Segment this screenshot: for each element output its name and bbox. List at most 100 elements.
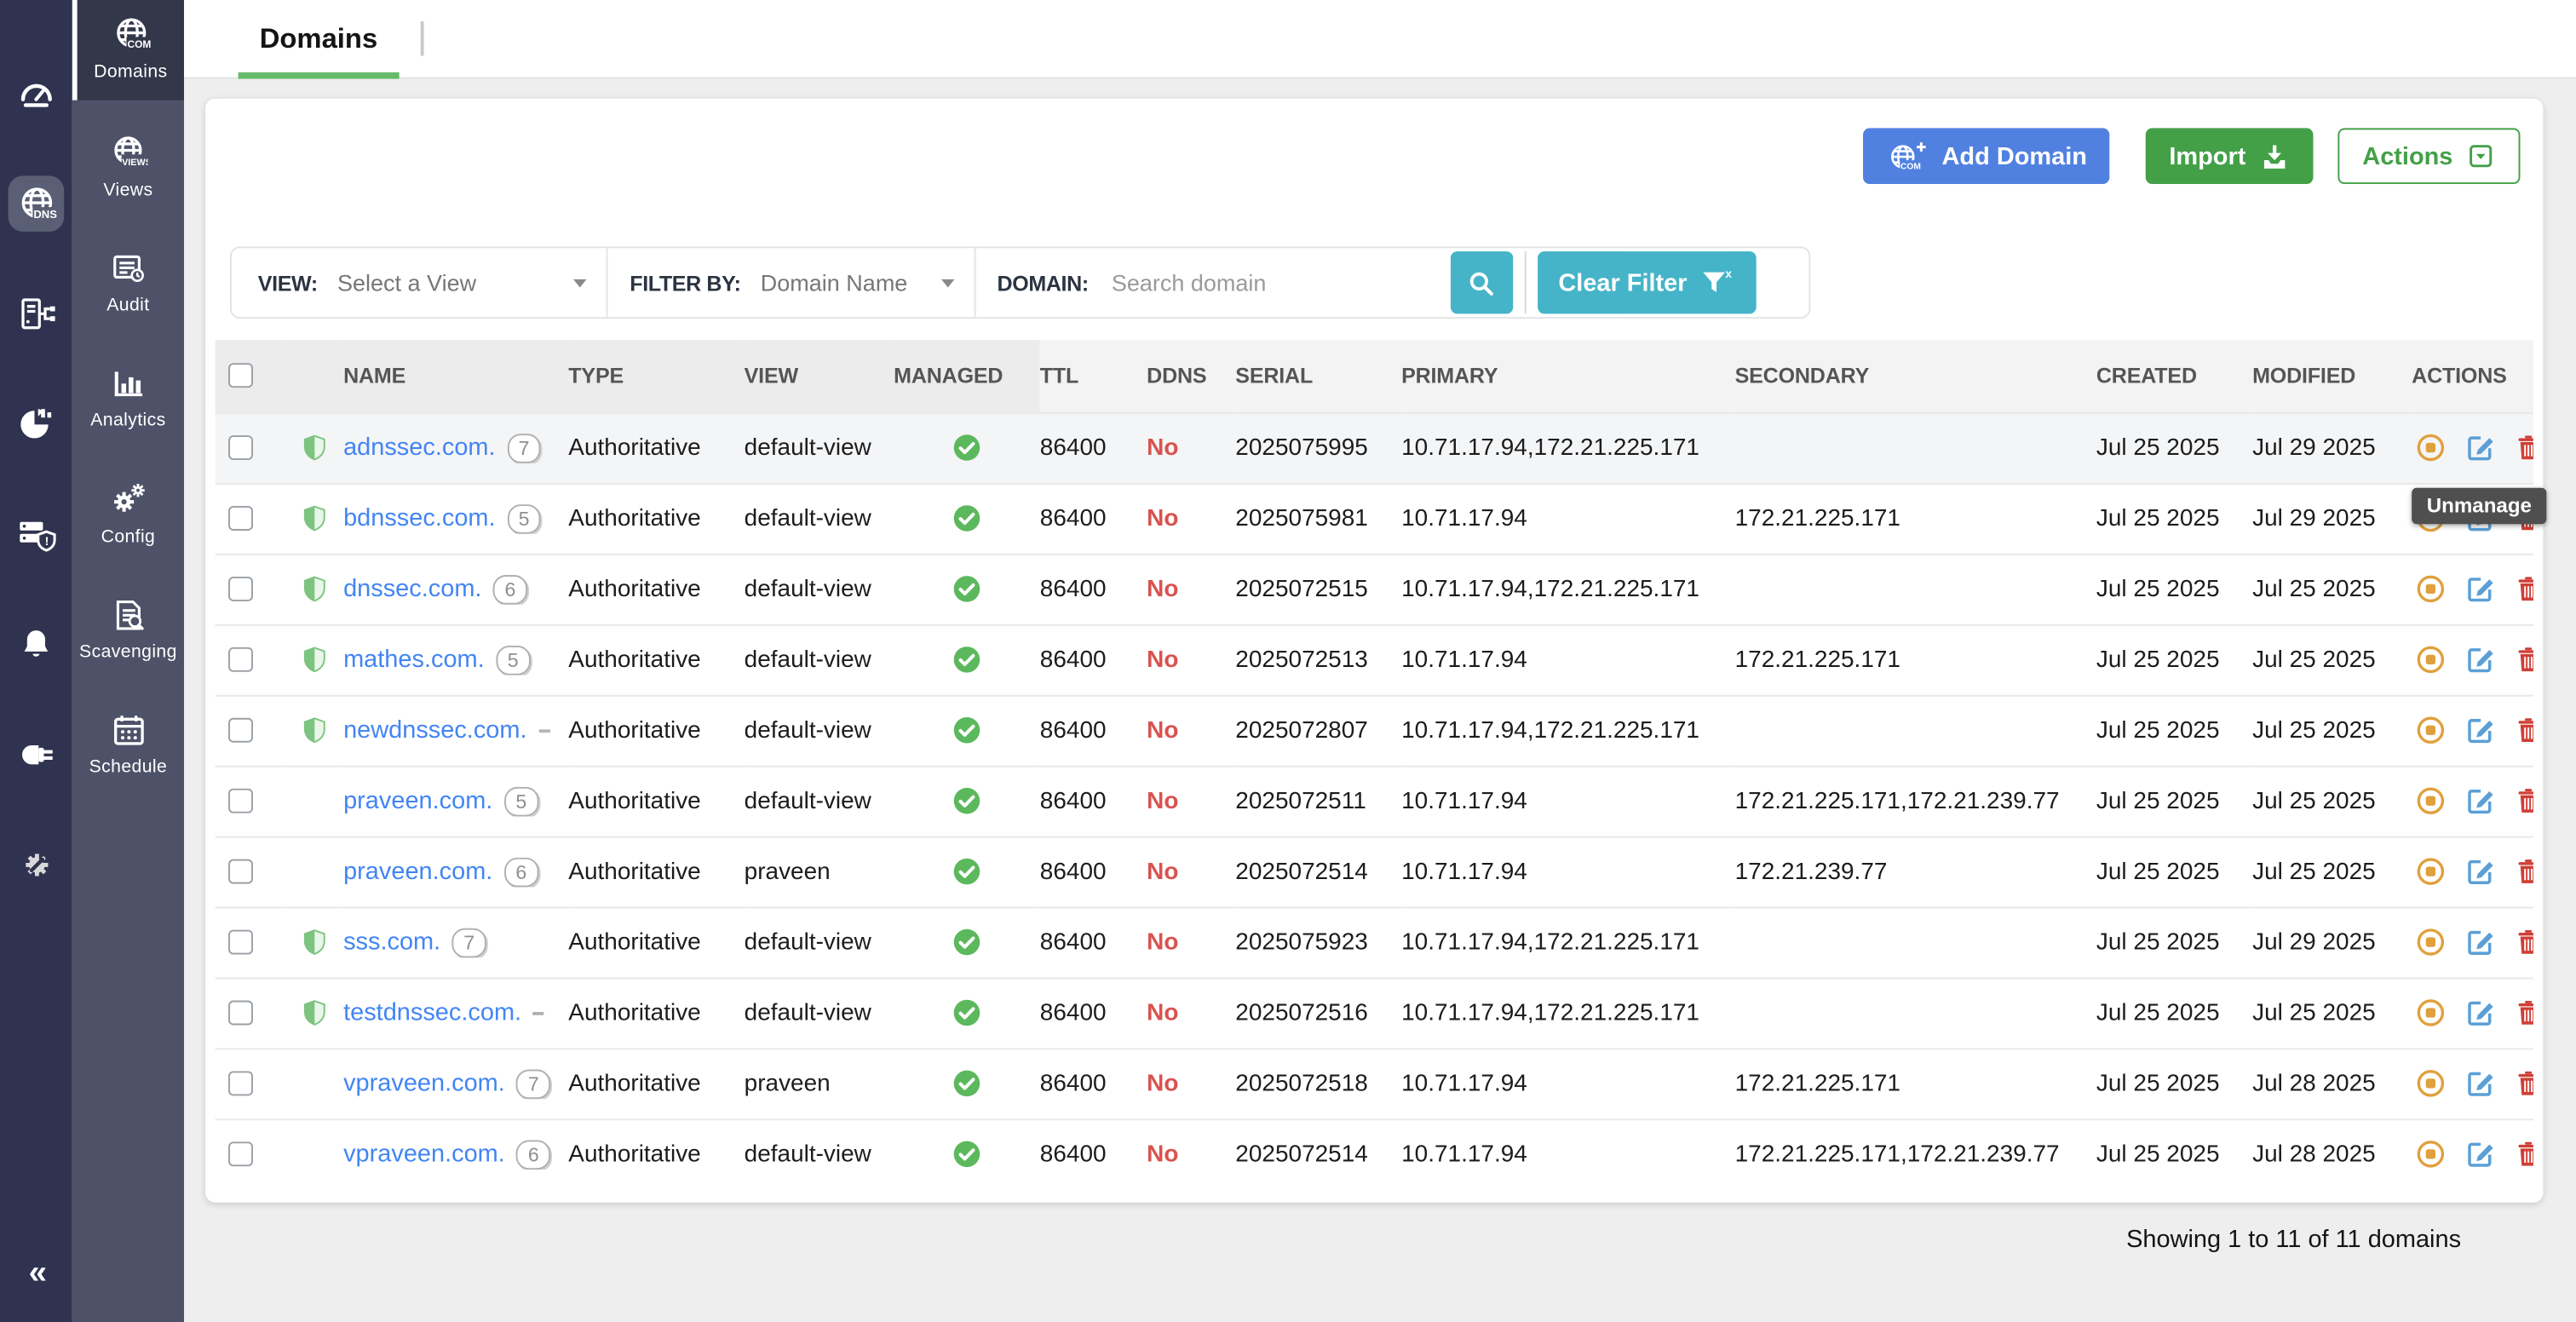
domain-name-cell: praveen.com. 5 xyxy=(343,764,569,836)
type-cell: Authoritative xyxy=(568,976,745,1049)
column-header-type[interactable]: TYPE xyxy=(568,340,745,413)
sidebar-item-config[interactable]: Config xyxy=(72,465,184,564)
column-header-ddns[interactable]: DDNS xyxy=(1147,340,1236,413)
primary-cell: 10.71.17.94,172.21.225.171 xyxy=(1401,552,1735,624)
sidebar-item-domains[interactable]: COM Domains xyxy=(72,0,185,101)
actions-button[interactable]: Actions xyxy=(2337,128,2521,185)
edit-button[interactable] xyxy=(2464,1139,2496,1170)
unmanage-button[interactable] xyxy=(2415,1139,2447,1170)
modified-cell: Jul 29 2025 xyxy=(2252,411,2412,484)
unmanage-button[interactable] xyxy=(2415,927,2447,958)
row-checkbox[interactable] xyxy=(228,435,254,461)
row-checkbox[interactable] xyxy=(228,576,254,601)
unmanage-button[interactable] xyxy=(2415,785,2447,817)
admin-icon[interactable] xyxy=(9,836,65,893)
filter-by-select[interactable]: Domain Name xyxy=(761,269,955,296)
row-checkbox[interactable] xyxy=(228,647,254,672)
domain-link[interactable]: bdnssec.com. xyxy=(343,504,496,532)
secondary-cell xyxy=(1734,552,2096,624)
view-select[interactable]: Select a View xyxy=(337,269,588,296)
edit-button[interactable] xyxy=(2464,644,2496,675)
edit-button[interactable] xyxy=(2464,573,2496,605)
sidebar-item-views[interactable]: VIEWS Views xyxy=(72,118,184,217)
sidebar-item-audit[interactable]: Audit xyxy=(72,235,184,332)
unmanage-button[interactable] xyxy=(2415,856,2447,888)
unmanage-button[interactable] xyxy=(2415,573,2447,605)
reports-icon[interactable] xyxy=(9,396,65,452)
column-header-primary[interactable]: PRIMARY xyxy=(1401,340,1735,413)
row-checkbox[interactable] xyxy=(228,1141,254,1167)
type-cell: Authoritative xyxy=(568,905,745,978)
row-checkbox[interactable] xyxy=(228,929,254,955)
edit-button[interactable] xyxy=(2464,927,2496,958)
unmanage-button[interactable] xyxy=(2415,644,2447,675)
clear-filter-button[interactable]: Clear Filter x xyxy=(1537,251,1757,314)
unmanage-button[interactable] xyxy=(2415,997,2447,1029)
dashboard-icon[interactable] xyxy=(9,66,65,122)
column-header-name[interactable]: NAME xyxy=(343,340,569,413)
unmanage-button[interactable] xyxy=(2415,432,2447,463)
delete-button[interactable] xyxy=(2514,1139,2533,1170)
unmanage-button[interactable] xyxy=(2415,1068,2447,1100)
dnssec-shield-icon xyxy=(302,575,326,603)
ddns-cell: No xyxy=(1147,976,1236,1049)
search-input[interactable] xyxy=(1107,267,1451,298)
edit-button[interactable] xyxy=(2464,856,2496,888)
column-header-ttl[interactable]: TTL xyxy=(1039,340,1147,413)
domain-link[interactable]: mathes.com. xyxy=(343,645,485,674)
delete-button[interactable] xyxy=(2514,927,2533,958)
domain-link[interactable]: newdnssec.com. xyxy=(343,716,527,744)
edit-button[interactable] xyxy=(2464,997,2496,1029)
column-header-modified[interactable]: MODIFIED xyxy=(2252,340,2412,413)
sidebar-item-scavenging[interactable]: Scavenging xyxy=(72,582,184,679)
sidebar-item-schedule[interactable]: Schedule xyxy=(72,697,184,794)
delete-button[interactable] xyxy=(2514,573,2533,605)
security-icon[interactable]: ! xyxy=(9,506,65,562)
sidebar-item-analytics[interactable]: Analytics xyxy=(72,350,184,447)
domain-link[interactable]: vpraveen.com. xyxy=(343,1069,505,1098)
column-header-actions[interactable]: ACTIONS xyxy=(2412,340,2533,413)
column-header-created[interactable]: CREATED xyxy=(2096,340,2253,413)
edit-button[interactable] xyxy=(2464,432,2496,463)
alerts-icon[interactable] xyxy=(9,616,65,672)
delete-button[interactable] xyxy=(2514,997,2533,1029)
column-header-view[interactable]: VIEW xyxy=(744,340,894,413)
dns-module-icon[interactable]: DNS xyxy=(8,175,65,232)
delete-button[interactable] xyxy=(2514,785,2533,817)
row-checkbox[interactable] xyxy=(228,788,254,813)
domain-link[interactable]: sss.com. xyxy=(343,928,441,957)
domain-link[interactable]: testdnssec.com. xyxy=(343,998,522,1027)
domain-link[interactable]: praveen.com. xyxy=(343,857,493,886)
domain-link[interactable]: adnssec.com. xyxy=(343,434,496,462)
delete-button[interactable] xyxy=(2514,1068,2533,1100)
edit-button[interactable] xyxy=(2464,1068,2496,1100)
row-checkbox[interactable] xyxy=(228,1071,254,1096)
tab-domains[interactable]: Domains xyxy=(238,0,400,78)
search-button[interactable] xyxy=(1450,251,1513,314)
delete-button[interactable] xyxy=(2514,715,2533,746)
delete-button[interactable] xyxy=(2514,644,2533,675)
delete-button[interactable] xyxy=(2514,432,2533,463)
domain-link[interactable]: dnssec.com. xyxy=(343,575,482,603)
domain-link[interactable]: praveen.com. xyxy=(343,786,493,815)
column-header-secondary[interactable]: SECONDARY xyxy=(1734,340,2096,413)
row-checkbox[interactable] xyxy=(228,506,254,531)
row-checkbox[interactable] xyxy=(228,717,254,743)
select-all-checkbox[interactable] xyxy=(228,363,254,388)
delete-button[interactable] xyxy=(2514,856,2533,888)
ipam-icon[interactable] xyxy=(9,286,65,342)
column-header-serial[interactable]: SERIAL xyxy=(1235,340,1402,413)
import-button[interactable]: Import xyxy=(2146,128,2314,185)
edit-button[interactable] xyxy=(2464,715,2496,746)
unmanage-button[interactable] xyxy=(2415,715,2447,746)
dnssec-shield-icon xyxy=(302,716,326,744)
row-checkbox[interactable] xyxy=(228,1000,254,1026)
row-checkbox[interactable] xyxy=(228,859,254,884)
row-select-cell xyxy=(215,976,285,1049)
collapse-sidebar-button[interactable]: « xyxy=(28,1255,48,1291)
integrations-icon[interactable] xyxy=(9,726,65,782)
domain-link[interactable]: vpraveen.com. xyxy=(343,1140,505,1169)
edit-button[interactable] xyxy=(2464,785,2496,817)
add-domain-button[interactable]: COM Add Domain xyxy=(1862,128,2110,185)
column-header-managed[interactable]: MANAGED xyxy=(894,340,1040,413)
